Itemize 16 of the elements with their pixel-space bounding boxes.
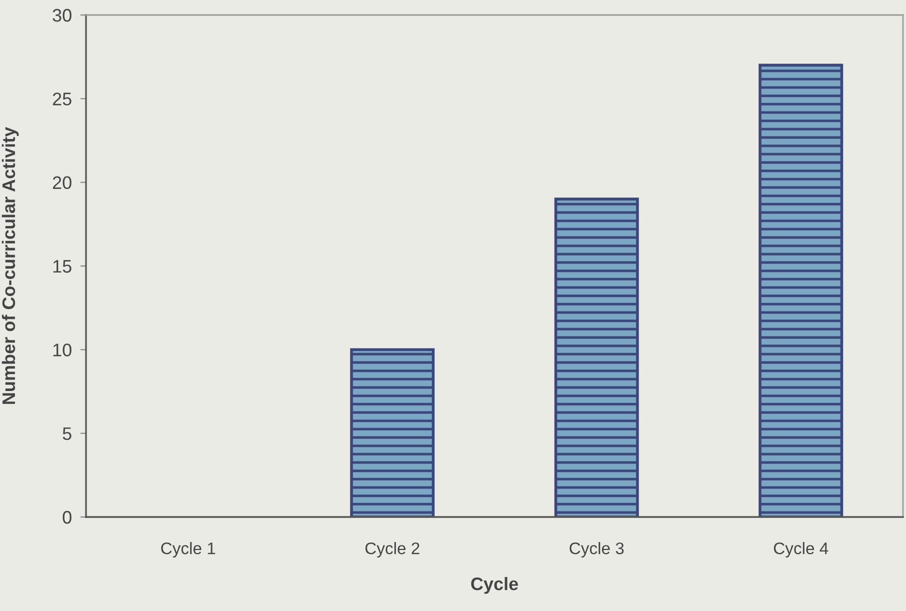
bar (758, 64, 844, 517)
y-tick-label: 20 (52, 176, 72, 190)
y-tick-label: 25 (52, 92, 72, 106)
x-tick-label: Cycle 4 (774, 542, 828, 558)
bar (554, 198, 639, 517)
y-tick-label: 15 (53, 260, 72, 273)
x-tick-label: Cycle 3 (570, 542, 624, 558)
y-tick-label: 10 (53, 344, 72, 356)
y-axis-title: Number of Co-curricular Activity (2, 126, 19, 404)
bar (350, 348, 435, 517)
x-tick-label: Cycle 1 (161, 542, 216, 558)
x-axis-title: Cycle (471, 576, 518, 594)
x-tick-label: Cycle 2 (365, 542, 420, 558)
y-tick-label: 30 (52, 8, 72, 22)
y-tick-label: 0 (62, 510, 72, 524)
y-tick-label: 5 (62, 427, 72, 440)
